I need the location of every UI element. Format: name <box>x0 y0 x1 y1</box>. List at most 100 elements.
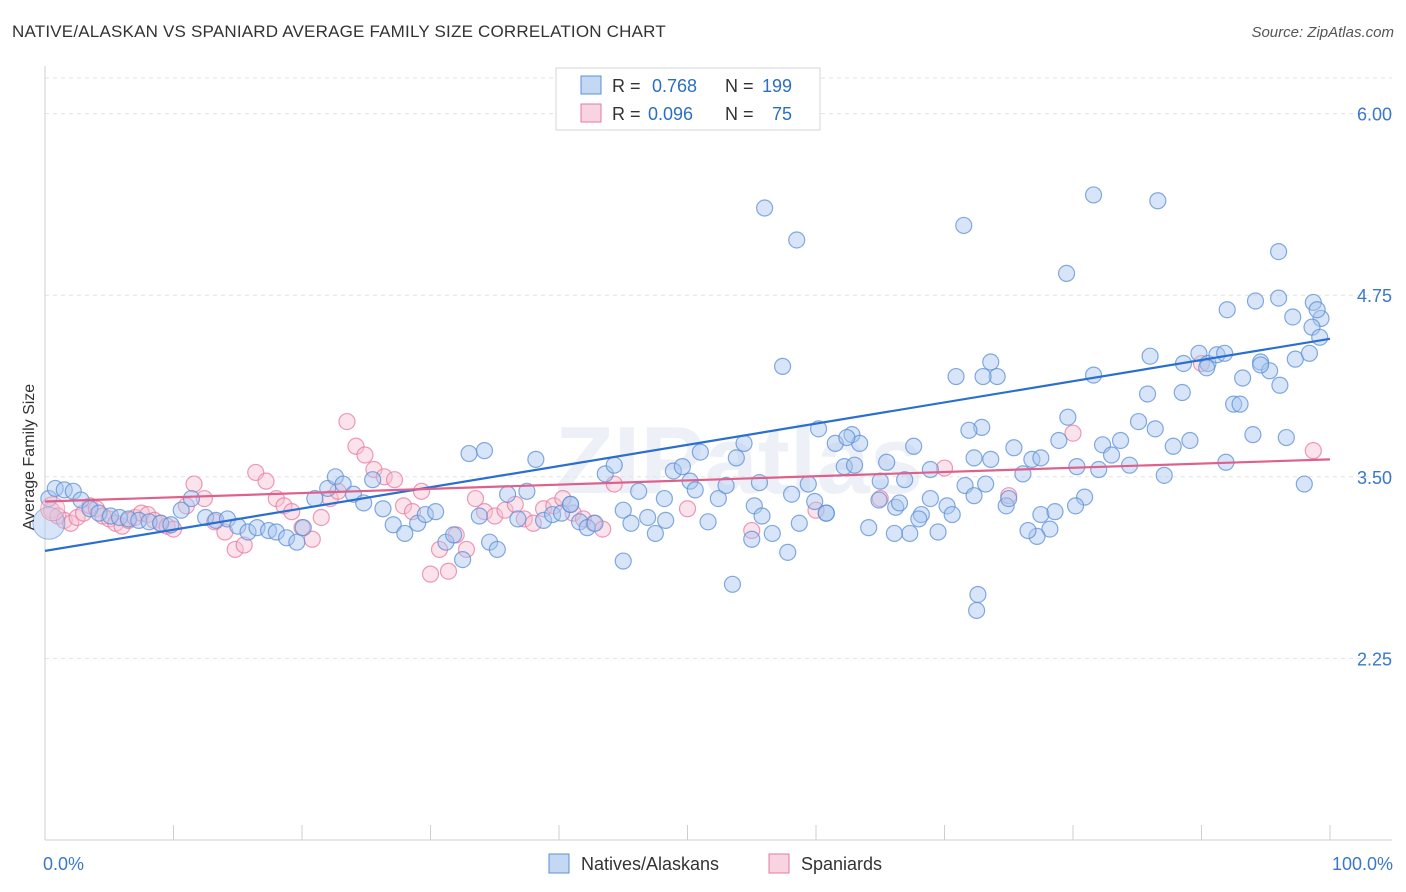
data-point <box>288 533 306 551</box>
data-point <box>1129 412 1148 431</box>
data-point <box>374 500 392 518</box>
data-point <box>806 492 824 511</box>
data-point <box>1059 408 1077 426</box>
data-point <box>421 565 440 583</box>
chart-title: NATIVE/ALASKAN VS SPANIARD AVERAGE FAMIL… <box>12 22 666 41</box>
data-point <box>1005 439 1023 457</box>
data-point <box>312 508 330 527</box>
data-point <box>1032 505 1050 524</box>
data-point <box>185 475 203 493</box>
data-point <box>596 465 614 483</box>
data-point <box>427 503 445 521</box>
data-point-cluster <box>32 506 66 540</box>
data-point <box>807 501 825 519</box>
data-point <box>1225 395 1243 413</box>
data-point <box>509 510 527 528</box>
x-tick-labels: 0.0% 100.0% <box>43 854 1393 874</box>
data-point <box>40 489 58 508</box>
data-point <box>518 482 536 500</box>
data-point <box>62 514 80 532</box>
data-point <box>1075 488 1094 506</box>
axes <box>44 66 1392 841</box>
series-legend: Natives/Alaskans Spaniards <box>548 853 882 874</box>
data-point <box>338 412 356 431</box>
data-point <box>1218 301 1236 319</box>
data-point <box>1050 431 1068 450</box>
y-axis-label: Average Family Size <box>21 384 38 531</box>
data-point <box>817 504 835 522</box>
data-point <box>457 540 476 559</box>
data-point <box>1284 308 1302 326</box>
data-point <box>691 443 709 461</box>
legend-n-value-1: 199 <box>762 76 792 96</box>
data-point <box>639 508 657 527</box>
data-point <box>294 519 312 537</box>
data-point <box>1032 449 1050 467</box>
data-point <box>1295 475 1313 493</box>
data-point <box>1084 186 1103 204</box>
data-point <box>1300 344 1319 362</box>
data-point <box>1149 192 1167 210</box>
data-point <box>139 505 157 524</box>
data-point <box>1111 431 1130 450</box>
watermark: ZIPatlas <box>555 407 923 514</box>
data-point <box>416 505 434 524</box>
y-tick-label: 3.50 <box>1357 468 1392 488</box>
data-point <box>1000 489 1018 508</box>
data-point <box>277 529 296 547</box>
data-point <box>910 510 928 528</box>
data-point <box>488 540 506 559</box>
data-point <box>1173 383 1191 402</box>
data-point <box>988 367 1006 386</box>
data-point-cluster <box>40 496 66 522</box>
legend-r-value-1: 0.768 <box>652 76 697 96</box>
data-point <box>622 514 640 532</box>
data-point <box>347 437 365 455</box>
data-point <box>955 216 973 235</box>
y-tick-label: 4.75 <box>1357 286 1392 306</box>
data-point <box>439 562 458 580</box>
data-point <box>1311 328 1329 346</box>
data-point <box>1155 466 1173 484</box>
data-point <box>699 513 717 531</box>
data-point <box>973 418 991 436</box>
data-point <box>727 449 745 467</box>
data-point <box>527 450 545 468</box>
data-point <box>1269 243 1288 261</box>
data-point <box>1102 446 1121 464</box>
data-point <box>499 485 517 503</box>
data-point <box>965 449 983 467</box>
data-point <box>1181 431 1199 450</box>
data-point <box>1066 497 1085 515</box>
data-point <box>257 472 275 490</box>
data-point <box>723 575 742 593</box>
bottom-legend-swatch-natives <box>548 853 570 874</box>
data-point <box>356 446 374 464</box>
data-point <box>412 482 431 500</box>
x-tick-label: 0.0% <box>43 854 84 874</box>
data-point <box>885 524 903 543</box>
data-point <box>982 450 1000 468</box>
y-tick-labels: 2.25 3.50 4.75 6.00 <box>1357 105 1392 670</box>
data-point <box>1277 428 1295 447</box>
data-point <box>470 507 488 525</box>
data-point <box>1252 356 1270 374</box>
data-point <box>878 453 896 471</box>
data-point <box>552 504 571 522</box>
data-point <box>239 523 257 541</box>
data-point <box>929 523 947 541</box>
data-point <box>686 481 704 499</box>
data-point <box>396 524 414 543</box>
data-point <box>782 485 801 503</box>
trend-line <box>44 458 1331 503</box>
legend-swatch-natives <box>580 75 602 95</box>
data-point <box>901 524 919 543</box>
data-point <box>905 437 923 455</box>
data-point <box>101 507 120 525</box>
data-point <box>1146 420 1164 438</box>
data-point <box>790 514 808 532</box>
data-point <box>673 458 691 476</box>
data-point <box>709 489 727 508</box>
data-point <box>1269 289 1288 307</box>
